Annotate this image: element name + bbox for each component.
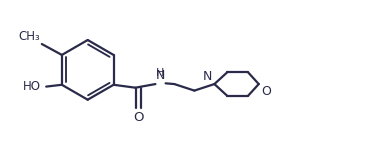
Text: HO: HO: [23, 80, 41, 93]
Text: N: N: [156, 69, 166, 82]
Text: O: O: [133, 111, 144, 124]
Text: H: H: [156, 67, 164, 77]
Text: CH₃: CH₃: [18, 30, 40, 43]
Text: O: O: [261, 85, 271, 98]
Text: N: N: [203, 70, 212, 83]
